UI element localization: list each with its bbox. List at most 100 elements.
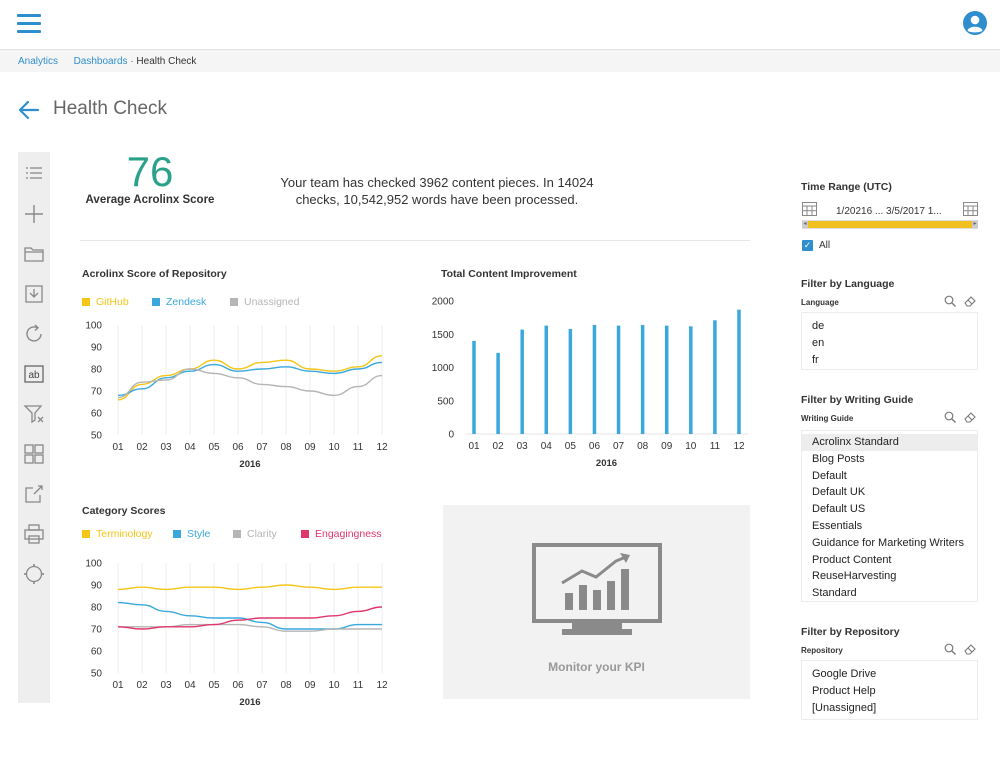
writing-guide-option-item[interactable]: ReuseHarvesting	[812, 570, 897, 583]
x-tick-label: 04	[184, 442, 196, 453]
slider-handle-right[interactable]: ▸	[972, 221, 978, 228]
x-tick-label: 04	[184, 680, 196, 691]
layout-grid-icon[interactable]	[22, 442, 46, 466]
series-line-engagingness	[117, 606, 383, 630]
writing-guide-option-item[interactable]: Product Content	[812, 553, 892, 566]
legend-label: Clarity	[247, 528, 278, 540]
x-tick-label: 03	[160, 680, 172, 691]
y-tick-label: 1500	[432, 330, 455, 341]
bar-03	[520, 329, 524, 434]
breadcrumb-analytics[interactable]: Analytics	[18, 56, 59, 67]
bar-11	[713, 320, 717, 434]
series-line-unassigned	[117, 368, 383, 399]
writing-guide-filter: Filter by Writing Guide Writing Guide	[801, 394, 981, 423]
text-ab-icon[interactable]: ab	[22, 362, 46, 386]
bar-04	[544, 325, 549, 434]
x-tick-label: 09	[661, 441, 673, 452]
writing-guide-option-item[interactable]: Essentials	[812, 519, 863, 532]
writing-guide-option-item[interactable]: Blog Posts	[812, 452, 865, 465]
calendar-start-icon[interactable]	[802, 202, 817, 216]
calendar-end-icon[interactable]	[963, 202, 978, 216]
user-account-icon[interactable]	[962, 10, 988, 36]
eraser-icon[interactable]	[964, 295, 976, 307]
bar-01	[472, 340, 476, 434]
x-tick-label: 03	[160, 442, 172, 453]
download-icon[interactable]	[22, 282, 46, 306]
eraser-icon[interactable]	[964, 643, 976, 655]
legend-label: Engagingness	[315, 528, 382, 540]
back-arrow-icon[interactable]	[18, 100, 40, 120]
y-tick-label: 100	[85, 321, 102, 332]
filter-clear-icon[interactable]	[22, 402, 46, 426]
all-checkbox[interactable]: ✓	[802, 240, 813, 251]
time-range-title: Time Range (UTC)	[801, 181, 892, 193]
kpi-panel[interactable]: Monitor your KPI	[443, 505, 750, 699]
language-option-item[interactable]: fr	[812, 353, 819, 366]
language-option-item[interactable]: de	[812, 320, 825, 332]
y-tick-label: 500	[437, 396, 454, 407]
slider-handle-left[interactable]: ◂	[802, 221, 808, 228]
writing-guide-option-item[interactable]: Standard	[812, 587, 857, 600]
hamburger-menu-icon[interactable]	[17, 14, 41, 34]
legend-swatch	[230, 298, 238, 306]
writing-guide-option-item[interactable]: Default US	[812, 503, 866, 516]
writing-guide-option-item[interactable]: Acrolinx Standard	[802, 434, 977, 451]
language-list: de en fr	[801, 312, 978, 370]
repository-option-item[interactable]: Product Help	[812, 684, 876, 697]
y-tick-label: 70	[91, 387, 103, 398]
x-tick-label: 12	[376, 680, 388, 691]
y-tick-label: 0	[448, 430, 454, 441]
all-checkbox-label: All	[819, 240, 831, 251]
legend-label: Style	[187, 528, 211, 540]
svg-text:ab: ab	[28, 370, 40, 381]
search-icon[interactable]	[944, 643, 956, 655]
language-filter-sublabel: Language	[801, 298, 839, 307]
refresh-icon[interactable]	[22, 322, 46, 346]
share-icon[interactable]	[22, 482, 46, 506]
x-tick-label: 08	[280, 442, 292, 453]
content-improvement-chart-title: Total Content Improvement	[441, 268, 577, 280]
category-scores-chart: Terminology Style Clarity Engagingness10090…	[82, 528, 388, 708]
x-tick-label: 12	[376, 442, 388, 453]
y-tick-label: 100	[85, 559, 102, 570]
breadcrumb-dashboards[interactable]: Dashboards	[73, 56, 128, 67]
search-icon[interactable]	[944, 295, 956, 307]
time-range-slider[interactable]	[802, 220, 978, 229]
x-tick-label: 09	[304, 680, 316, 691]
x-tick-label: 11	[353, 442, 364, 453]
time-range-text[interactable]: 1/20216 ... 3/5/2017 1...	[836, 206, 942, 217]
writing-guide-filter-sublabel: Writing Guide	[801, 414, 854, 423]
y-tick-label: 1000	[432, 363, 455, 374]
plus-icon[interactable]	[22, 202, 46, 226]
legend-label: Terminology	[96, 528, 153, 540]
writing-guide-option-item[interactable]: Default	[812, 469, 847, 482]
y-tick-label: 50	[91, 431, 103, 442]
search-icon[interactable]	[944, 411, 956, 423]
repository-option-item[interactable]: [Unassigned]	[812, 701, 877, 714]
bar-06	[592, 324, 597, 434]
eraser-icon[interactable]	[964, 411, 976, 423]
settings-icon[interactable]	[22, 562, 46, 586]
repository-list: Google Drive Product Help [Unassigned]	[801, 660, 978, 720]
average-score-block: 76 Average Acrolinx Score	[85, 150, 215, 207]
legend-swatch	[82, 530, 90, 538]
writing-guide-option-item[interactable]: Default UK	[812, 486, 866, 499]
list-icon[interactable]	[22, 162, 46, 186]
page-title: Health Check	[53, 98, 168, 119]
category-scores-chart-title: Category Scores	[82, 505, 166, 517]
writing-guide-option-item[interactable]: Guidance for Marketing Writers	[812, 536, 965, 549]
language-filter: Filter by Language Language	[801, 278, 981, 307]
repository-option-item[interactable]: Google Drive	[812, 668, 877, 680]
y-tick-label: 50	[91, 669, 103, 680]
x-tick-label: 11	[353, 680, 364, 691]
kpi-label: Monitor your KPI	[548, 660, 645, 674]
breadcrumb-separator: ·	[130, 56, 134, 67]
print-icon[interactable]	[22, 522, 46, 546]
legend-label: Unassigned	[244, 296, 300, 308]
y-tick-label: 60	[91, 409, 103, 420]
language-option-item[interactable]: en	[812, 336, 825, 349]
summary-line-1: Your team has checked 3962 content piece…	[280, 175, 594, 190]
legend-label: Zendesk	[166, 296, 207, 308]
folder-icon[interactable]	[22, 242, 46, 266]
y-tick-label: 90	[91, 343, 103, 354]
